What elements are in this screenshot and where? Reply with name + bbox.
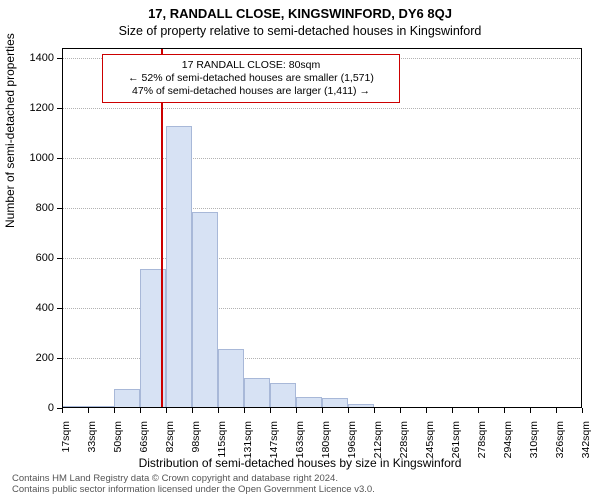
footer-line2: Contains public sector information licen… [12, 485, 375, 496]
xtick-label: 180sqm [320, 421, 332, 458]
footer: Contains HM Land Registry data © Crown c… [12, 474, 375, 496]
xtick-mark [582, 408, 583, 413]
xtick-label: 50sqm [112, 421, 124, 453]
xtick-label: 228sqm [398, 421, 410, 458]
xtick-label: 261sqm [450, 421, 462, 458]
xtick-mark [166, 408, 167, 413]
xtick-mark [452, 408, 453, 413]
xtick-label: 342sqm [580, 421, 592, 458]
xticks-layer: 17sqm 33sqm 50sqm 66sqm 82sqm 98sqm 115sqm 131s… [62, 408, 582, 458]
xtick-label: 33sqm [86, 421, 98, 453]
xtick-label: 131sqm [242, 421, 254, 458]
ytick-label: 0 [14, 402, 54, 414]
xtick-mark [244, 408, 245, 413]
xtick-mark [140, 408, 141, 413]
xtick-mark [556, 408, 557, 413]
xtick-label: 310sqm [528, 421, 540, 458]
xtick-mark [348, 408, 349, 413]
ytick-label: 1200 [14, 102, 54, 114]
chart-title-main: 17, RANDALL CLOSE, KINGSWINFORD, DY6 8QJ [0, 6, 600, 21]
x-axis-label: Distribution of semi-detached houses by … [0, 456, 600, 470]
xtick-mark [322, 408, 323, 413]
xtick-mark [374, 408, 375, 413]
xtick-mark [426, 408, 427, 413]
xtick-label: 82sqm [164, 421, 176, 453]
ytick-label: 800 [14, 202, 54, 214]
xtick-mark [400, 408, 401, 413]
xtick-label: 212sqm [372, 421, 384, 458]
xtick-label: 17sqm [60, 421, 72, 453]
ytick-label: 1000 [14, 152, 54, 164]
xtick-mark [530, 408, 531, 413]
xtick-label: 98sqm [190, 421, 202, 453]
plot-area: 17 RANDALL CLOSE: 80sqm ← 52% of semi-de… [62, 48, 582, 408]
ytick-label: 400 [14, 302, 54, 314]
xtick-label: 147sqm [268, 421, 280, 458]
ytick-labels: 0200400600800100012001400 [0, 48, 58, 408]
xtick-label: 245sqm [424, 421, 436, 458]
xtick-label: 326sqm [554, 421, 566, 458]
xtick-mark [296, 408, 297, 413]
ytick-label: 200 [14, 352, 54, 364]
xtick-mark [478, 408, 479, 413]
xtick-mark [270, 408, 271, 413]
xtick-mark [62, 408, 63, 413]
plot-border [62, 48, 582, 408]
chart-title-sub: Size of property relative to semi-detach… [0, 24, 600, 38]
xtick-label: 196sqm [346, 421, 358, 458]
xtick-mark [218, 408, 219, 413]
xtick-label: 294sqm [502, 421, 514, 458]
xtick-label: 66sqm [138, 421, 150, 453]
xtick-mark [88, 408, 89, 413]
xtick-label: 115sqm [216, 421, 228, 458]
ytick-label: 600 [14, 252, 54, 264]
xtick-mark [504, 408, 505, 413]
xtick-label: 163sqm [294, 421, 306, 458]
chart-container: 17, RANDALL CLOSE, KINGSWINFORD, DY6 8QJ… [0, 0, 600, 500]
xtick-label: 278sqm [476, 421, 488, 458]
ytick-label: 1400 [14, 52, 54, 64]
xtick-mark [192, 408, 193, 413]
xtick-mark [114, 408, 115, 413]
